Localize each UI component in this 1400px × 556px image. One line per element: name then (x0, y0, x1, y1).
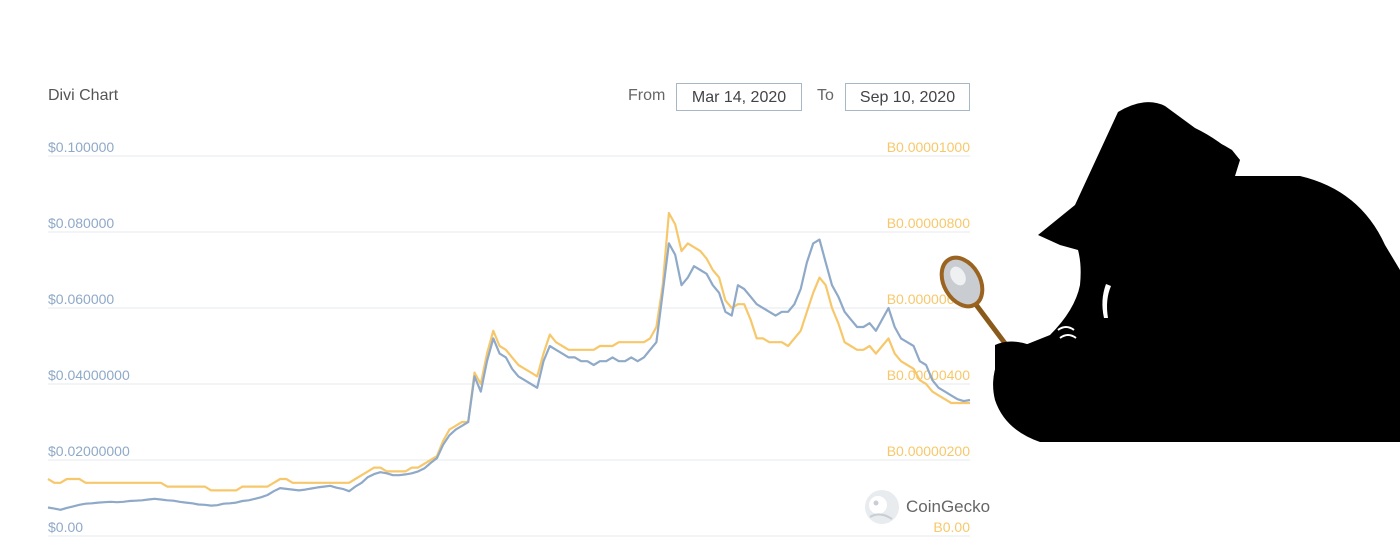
detective-with-magnifying-glass-silhouette-icon (939, 102, 1400, 443)
left-tick-label: $0.02000000 (48, 443, 130, 459)
left-axis: $0.00 $0.02000000 $0.04000000 $0.060000 $0.0… (48, 139, 130, 535)
left-tick-label: $0.100000 (48, 139, 114, 155)
right-tick-label: B0.00000200 (887, 443, 971, 459)
btc-price-line (47, 211, 970, 492)
right-tick-label: B0.00000400 (887, 367, 971, 383)
right-tick-label: B0.00000800 (887, 215, 971, 231)
left-tick-label: $0.080000 (48, 215, 114, 231)
right-tick-label: B0.00001000 (887, 139, 971, 155)
series-lines (47, 211, 971, 511)
from-date-input[interactable]: Mar 14, 2020 (676, 83, 802, 111)
right-tick-label: B0.00 (933, 519, 970, 535)
from-label: From (628, 87, 666, 104)
coingecko-brand-label: CoinGecko (906, 497, 991, 516)
left-tick-label: $0.04000000 (48, 367, 130, 383)
to-date-input[interactable]: Sep 10, 2020 (845, 83, 970, 111)
gecko-logo-icon (865, 490, 899, 524)
to-label: To (817, 87, 834, 104)
grid-lines (48, 155, 970, 537)
usd-price-line (47, 238, 971, 511)
left-tick-label: $0.00 (48, 519, 83, 535)
chart-title: Divi Chart (48, 87, 119, 104)
left-tick-label: $0.060000 (48, 291, 114, 307)
